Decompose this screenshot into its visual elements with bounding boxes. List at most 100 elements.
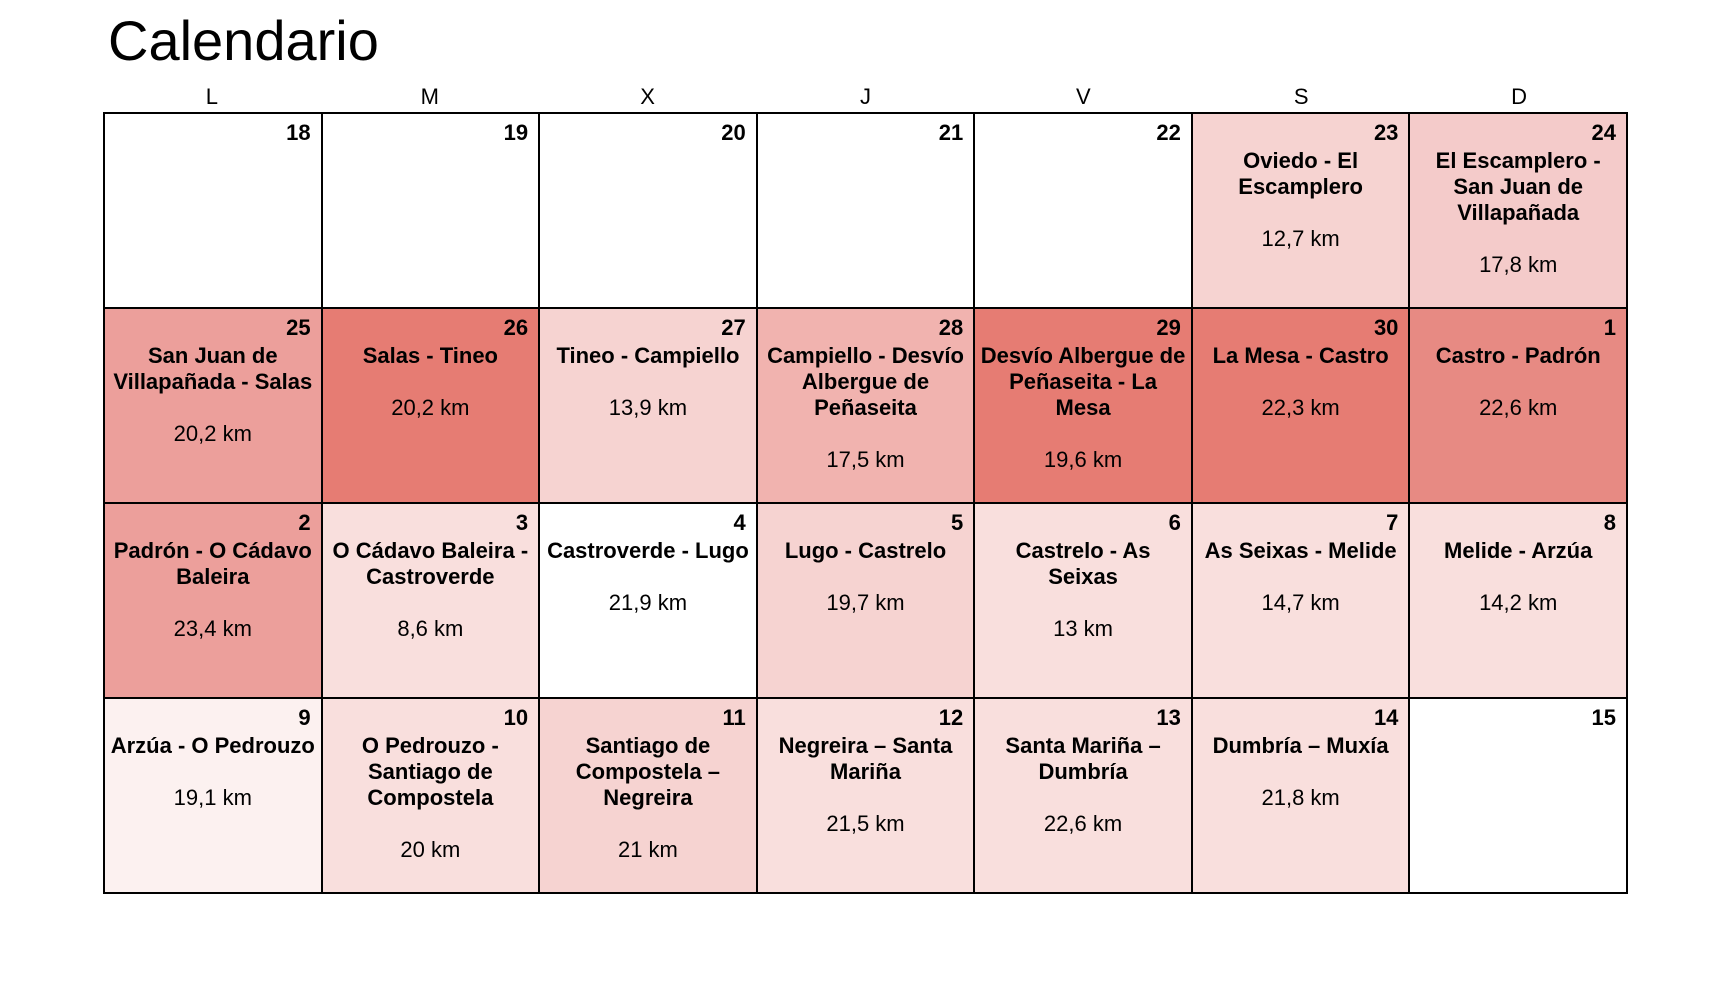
stage-route: O Pedrouzo - Santiago de Compostela xyxy=(361,733,499,810)
stage-route: Arzúa - O Pedrouzo xyxy=(110,733,315,758)
calendar-day-cell: 29 Desvío Albergue de Peñaseita - La Mesa… xyxy=(975,309,1193,504)
day-number: 4 xyxy=(733,510,746,535)
day-number: 18 xyxy=(286,120,311,145)
stage-route: Campiello - Desvío Albergue de Peñaseita xyxy=(767,343,964,420)
day-number: 21 xyxy=(938,120,964,145)
weekday-label: J xyxy=(859,84,871,109)
stage-route: Dumbría – Muxía xyxy=(1212,733,1389,758)
stage-distance: 17,8 km xyxy=(1479,252,1558,277)
calendar-day-cell: 23 Oviedo - El Escamplero 12,7 km xyxy=(1192,114,1411,309)
stage-distance: 17,5 km xyxy=(826,447,905,472)
stage-route: O Cádavo Baleira - Castroverde xyxy=(332,538,529,589)
stage-route: Castroverde - Lugo xyxy=(547,538,749,563)
day-number: 24 xyxy=(1591,120,1616,145)
calendar-day-cell: 21 xyxy=(757,114,976,309)
day-number: 5 xyxy=(951,510,964,535)
day-number: 14 xyxy=(1373,705,1399,730)
calendar-day-cell: 19 xyxy=(322,114,541,309)
stage-route: Padrón - O Cádavo Baleira xyxy=(113,538,312,589)
day-number: 9 xyxy=(298,705,311,730)
stage-distance: 14,7 km xyxy=(1261,590,1340,615)
stage-route: El Escamplero - San Juan de Villapañada xyxy=(1435,148,1601,225)
stage-distance: 19,6 km xyxy=(1043,447,1123,472)
weekday-label: X xyxy=(640,84,655,109)
day-number: 13 xyxy=(1156,705,1181,730)
stage-distance: 22,3 km xyxy=(1261,395,1340,420)
stage-route: Santa Mariña – Dumbría xyxy=(1005,733,1161,784)
stage-distance: 22,6 km xyxy=(1479,395,1558,420)
calendar-grid: 18 19 20 21 22 23 Oviedo - El Escamplero 12,7 k… xyxy=(103,112,1628,894)
calendar-day-cell: 28 Campiello - Desvío Albergue de Peñasei… xyxy=(757,309,976,504)
stage-route: Santiago de Compostela – Negreira xyxy=(575,733,721,810)
calendar-day-cell: 8 Melide - Arzúa 14,2 km xyxy=(1410,504,1628,699)
day-number: 1 xyxy=(1603,315,1616,340)
stage-distance: 19,7 km xyxy=(826,590,905,615)
day-number: 28 xyxy=(938,315,964,340)
stage-distance: 19,1 km xyxy=(173,785,252,810)
calendar-day-cell: 22 xyxy=(975,114,1193,309)
calendar-day-cell: 13 Santa Mariña – Dumbría 22,6 km xyxy=(975,699,1193,894)
stage-distance: 20,2 km xyxy=(391,395,470,420)
day-number: 15 xyxy=(1591,705,1616,730)
stage-route: Negreira – Santa Mariña xyxy=(778,733,953,784)
calendar-day-cell: 10 O Pedrouzo - Santiago de Compostela 20 … xyxy=(322,699,541,894)
calendar-day-cell: 5 Lugo - Castrelo 19,7 km xyxy=(757,504,976,699)
stage-distance: 22,6 km xyxy=(1043,811,1123,836)
calendar-day-cell: 26 Salas - Tineo 20,2 km xyxy=(322,309,541,504)
stage-route: La Mesa - Castro xyxy=(1212,343,1389,368)
day-number: 29 xyxy=(1156,315,1181,340)
stage-distance: 20,2 km xyxy=(173,421,252,446)
calendar-day-cell: 1 Castro - Padrón 22,6 km xyxy=(1410,309,1628,504)
calendar-day-cell: 3 O Cádavo Baleira - Castroverde 8,6 km xyxy=(322,504,541,699)
stage-distance: 21,5 km xyxy=(826,811,905,836)
stage-route: Salas - Tineo xyxy=(362,343,498,368)
calendar-day-cell: 27 Tineo - Campiello 13,9 km xyxy=(540,309,758,504)
day-number: 11 xyxy=(722,705,746,730)
weekday-label: D xyxy=(1511,84,1528,109)
day-number: 7 xyxy=(1386,510,1399,535)
stage-distance: 21,8 km xyxy=(1261,785,1340,810)
calendar-day-cell: 7 As Seixas - Melide 14,7 km xyxy=(1192,504,1411,699)
calendar-day-cell: 9 Arzúa - O Pedrouzo 19,1 km xyxy=(105,699,323,894)
day-number: 6 xyxy=(1168,510,1181,535)
weekday-label: V xyxy=(1076,84,1091,109)
stage-route: Tineo - Campiello xyxy=(556,343,740,368)
stage-route: San Juan de Villapañada - Salas xyxy=(113,343,313,394)
stage-route: Oviedo - El Escamplero xyxy=(1238,148,1363,199)
stage-distance: 21,9 km xyxy=(608,590,688,615)
day-number: 23 xyxy=(1373,120,1399,145)
day-number: 10 xyxy=(503,705,529,730)
stage-distance: 8,6 km xyxy=(397,616,464,641)
day-number: 20 xyxy=(721,120,746,145)
weekday-label: M xyxy=(420,84,439,109)
calendar-day-cell: 12 Negreira – Santa Mariña 21,5 km xyxy=(757,699,976,894)
calendar-day-cell: 15 xyxy=(1410,699,1628,894)
page-title: Calendario xyxy=(108,9,379,72)
weekday-label: S xyxy=(1293,84,1309,109)
day-number: 22 xyxy=(1156,120,1181,145)
stage-distance: 20 km xyxy=(400,837,461,862)
stage-route: Lugo - Castrelo xyxy=(784,538,947,563)
stage-distance: 21 km xyxy=(617,837,678,862)
calendar-day-cell: 20 xyxy=(540,114,758,309)
day-number: 27 xyxy=(721,315,746,340)
day-number: 25 xyxy=(286,315,311,340)
calendar-day-cell: 18 xyxy=(105,114,323,309)
calendar-day-cell: 30 La Mesa - Castro 22,3 km xyxy=(1192,309,1411,504)
calendar-day-cell: 24 El Escamplero - San Juan de Villapañad… xyxy=(1410,114,1628,309)
day-number: 19 xyxy=(503,120,529,145)
day-number: 2 xyxy=(298,510,311,535)
stage-distance: 13 km xyxy=(1053,616,1114,641)
stage-distance: 14,2 km xyxy=(1479,590,1558,615)
day-number: 12 xyxy=(938,705,964,730)
calendar-day-cell: 6 Castrelo - As Seixas 13 km xyxy=(975,504,1193,699)
stage-route: Castro - Padrón xyxy=(1435,343,1601,368)
stage-route: Melide - Arzúa xyxy=(1444,538,1593,563)
day-number: 26 xyxy=(503,315,529,340)
day-number: 3 xyxy=(515,510,529,535)
stage-distance: 12,7 km xyxy=(1261,226,1340,251)
day-number: 30 xyxy=(1373,315,1399,340)
stage-distance: 13,9 km xyxy=(608,395,688,420)
weekday-header: L M X J V S D xyxy=(103,84,1628,110)
day-number: 8 xyxy=(1603,510,1616,535)
